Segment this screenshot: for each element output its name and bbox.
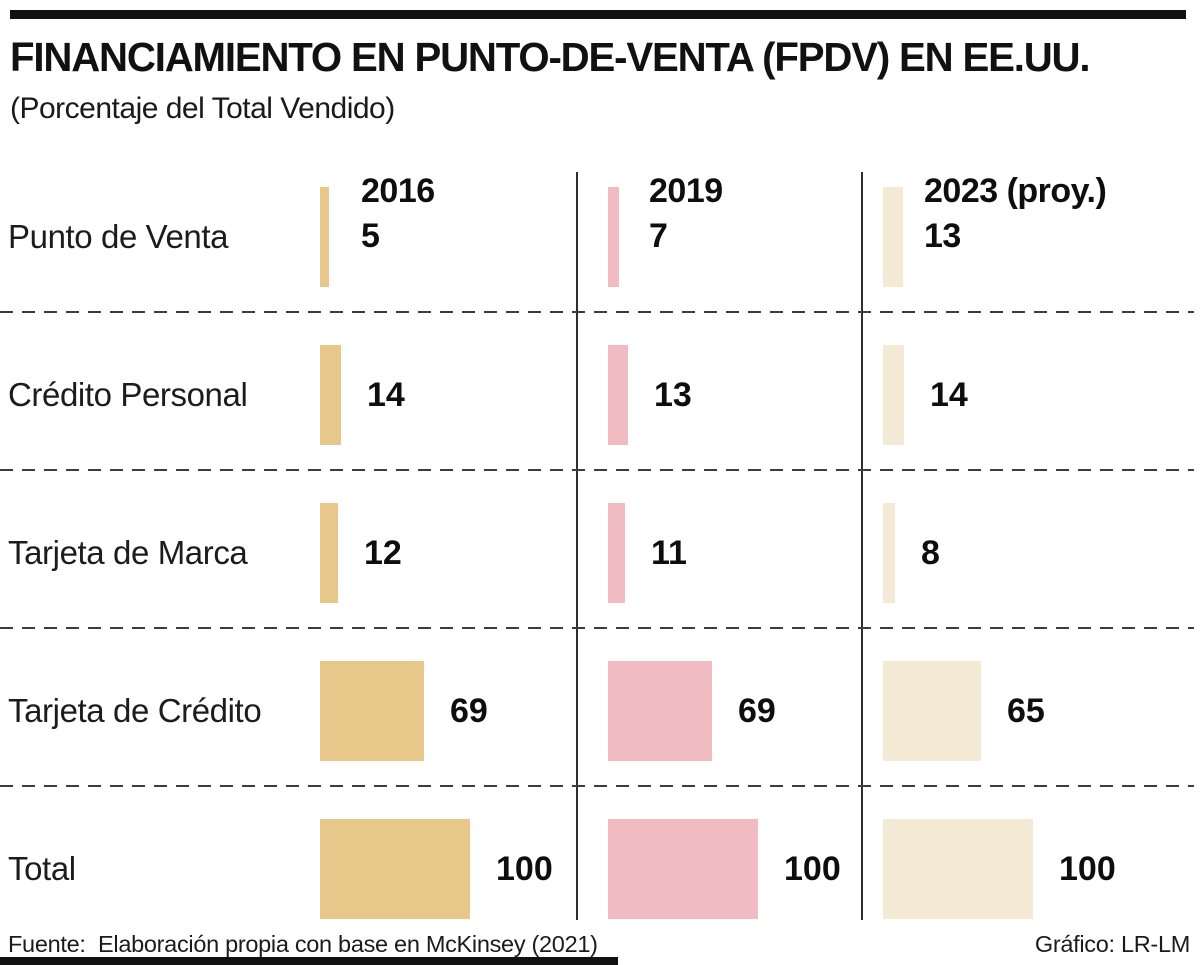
value-label: 8 bbox=[921, 533, 940, 572]
column-divider bbox=[861, 172, 863, 920]
bar-2016-row2 bbox=[320, 345, 341, 445]
bar-2019-row3 bbox=[608, 503, 625, 603]
bar-2023-row5 bbox=[883, 819, 1033, 919]
page-title: FINANCIAMIENTO EN PUNTO-DE-VENTA (FPDV) … bbox=[10, 34, 1091, 80]
source-note: Fuente: Elaboración propia con base en M… bbox=[8, 931, 598, 957]
value-label: 100 bbox=[496, 849, 553, 888]
value-label: 69 bbox=[738, 691, 776, 730]
column-header: 2016 bbox=[361, 172, 435, 210]
value-label: 12 bbox=[364, 533, 402, 572]
column-divider bbox=[576, 172, 578, 920]
bar-2019-row5 bbox=[608, 819, 758, 919]
bar-2016-row3 bbox=[320, 503, 338, 603]
value-label: 5 bbox=[361, 217, 380, 255]
value-label: 13 bbox=[924, 217, 961, 255]
bar-2019-row1 bbox=[608, 187, 619, 287]
value-label: 65 bbox=[1007, 691, 1045, 730]
value-label: 100 bbox=[784, 849, 841, 888]
row-separator bbox=[0, 311, 1194, 313]
bar-2023-row3 bbox=[883, 503, 895, 603]
bar-2023-row2 bbox=[883, 345, 904, 445]
value-label: 69 bbox=[450, 691, 488, 730]
column-header: 2023 (proy.) bbox=[924, 172, 1107, 210]
top-rule bbox=[10, 10, 1186, 19]
bar-2023-row4 bbox=[883, 661, 981, 761]
bar-2019-row2 bbox=[608, 345, 628, 445]
page-subtitle: (Porcentaje del Total Vendido) bbox=[10, 92, 395, 125]
row-label: Total bbox=[8, 850, 76, 887]
row-separator bbox=[0, 469, 1194, 471]
column-header: 2019 bbox=[649, 172, 723, 210]
row-label: Crédito Personal bbox=[8, 376, 248, 413]
bar-2016-row1 bbox=[320, 187, 329, 287]
row-label: Tarjeta de Crédito bbox=[8, 692, 262, 729]
value-label: 100 bbox=[1059, 849, 1116, 888]
row-separator bbox=[0, 785, 1194, 787]
value-label: 11 bbox=[651, 533, 687, 572]
bottom-rule bbox=[0, 957, 618, 965]
value-label: 7 bbox=[649, 217, 668, 255]
bar-2019-row4 bbox=[608, 661, 712, 761]
bar-2016-row4 bbox=[320, 661, 424, 761]
value-label: 13 bbox=[654, 375, 692, 414]
row-separator bbox=[0, 627, 1194, 629]
value-label: 14 bbox=[367, 375, 405, 414]
row-label: Punto de Venta bbox=[8, 218, 229, 255]
bar-2016-row5 bbox=[320, 819, 470, 919]
credit-note: Gráfico: LR-LM bbox=[1034, 931, 1190, 957]
bar-2023-row1 bbox=[883, 187, 903, 287]
value-label: 14 bbox=[930, 375, 968, 414]
row-label: Tarjeta de Marca bbox=[8, 534, 248, 571]
